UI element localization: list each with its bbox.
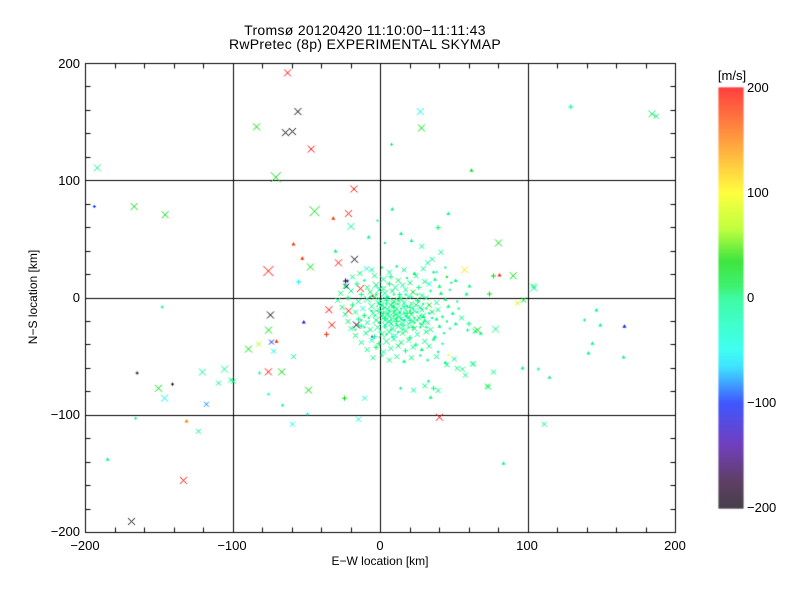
y-tick-label: 100: [58, 173, 80, 188]
y-tick-label: −200: [50, 524, 80, 539]
colorbar-tick-label: −200: [747, 500, 777, 515]
y-axis-title: N−S location [km]: [26, 249, 40, 345]
y-tick-label: −100: [50, 407, 80, 422]
y-tick-label: 200: [58, 56, 80, 71]
x-axis-title: E−W location [km]: [331, 554, 429, 568]
colorbar-unit-label: [m/s]: [717, 68, 747, 83]
x-tick-label: 0: [376, 538, 384, 553]
x-tick-label: −200: [70, 538, 100, 553]
colorbar-tick-label: 200: [747, 80, 769, 95]
x-tick-label: −100: [217, 538, 247, 553]
colorbar-tick-label: 100: [747, 185, 769, 200]
y-tick-label: 0: [72, 290, 80, 305]
x-tick-label: 100: [516, 538, 538, 553]
x-tick-label: 200: [664, 538, 686, 553]
colorbar-tick-label: −100: [747, 395, 777, 410]
colorbar-tick-label: 0: [747, 290, 755, 305]
